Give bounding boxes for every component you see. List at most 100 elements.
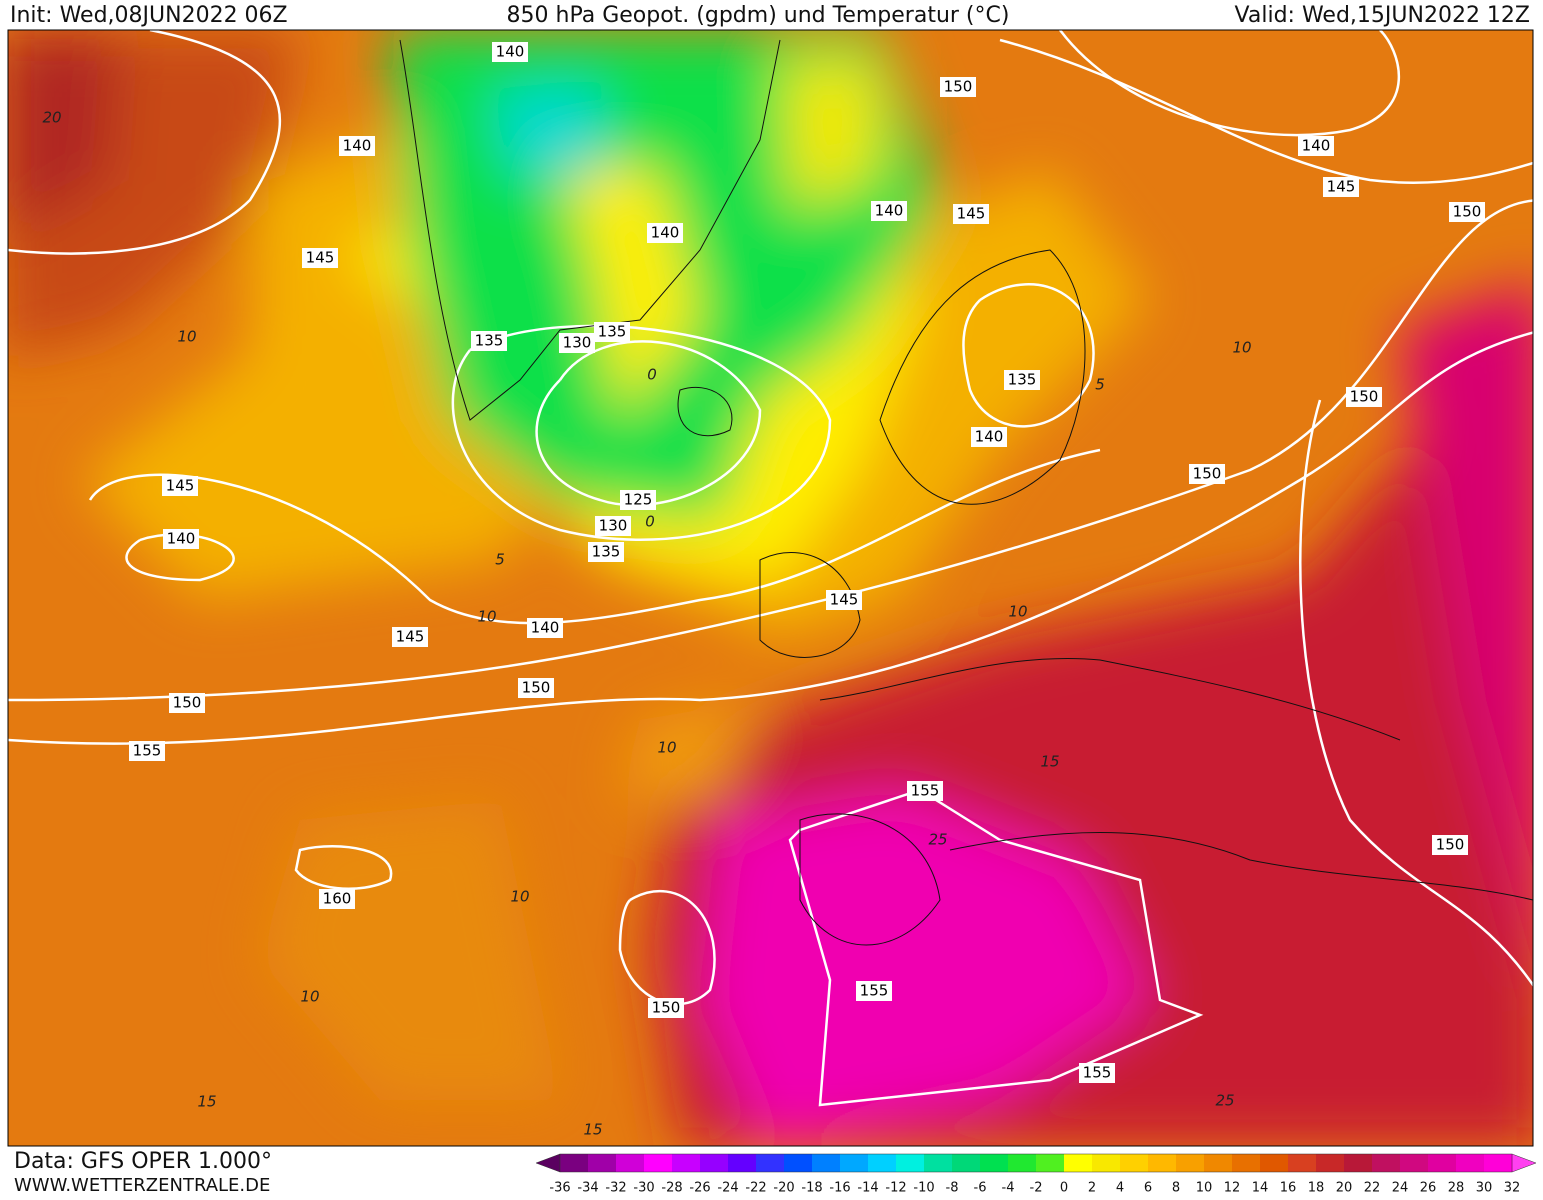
colorbar-tick-label: 26	[1420, 1181, 1437, 1196]
colorbar-tick-label: 8	[1172, 1181, 1180, 1196]
coastlines	[399, 39, 1533, 946]
colorbar-segment	[1428, 1154, 1457, 1172]
geopotential-label-box	[647, 223, 683, 243]
colorbar-segment	[1400, 1154, 1429, 1172]
colorbar-segment	[1204, 1154, 1233, 1172]
colorbar-tick-label: -18	[801, 1181, 822, 1196]
temperature-label: 15	[197, 1093, 216, 1111]
temperature-label: 20	[42, 109, 61, 127]
colorbar-tick-label: -12	[885, 1181, 906, 1196]
geopotential-label-box	[940, 77, 976, 97]
geopotential-label-box	[129, 741, 165, 761]
geopotential-label: 150	[1350, 388, 1379, 406]
geopotential-label-box	[648, 998, 684, 1018]
geopotential-label: 150	[522, 679, 551, 697]
colorbar-tick-label: -22	[745, 1181, 766, 1196]
temperature-label: 15	[583, 1121, 602, 1139]
geopotential-label: 145	[830, 591, 859, 609]
map-frame	[7, 29, 1534, 1147]
geopotential-label: 145	[1327, 178, 1356, 196]
colorbar-tick-label: 20	[1336, 1181, 1353, 1196]
colorbar-tick-label: -30	[633, 1181, 654, 1196]
colorbar-tick-label: 22	[1364, 1181, 1381, 1196]
colorbar-segment	[868, 1154, 897, 1172]
geopotential-label-box	[1449, 202, 1485, 222]
colorbar-tick-label: -20	[773, 1181, 794, 1196]
temperature-label: 5	[495, 551, 505, 569]
temperature-label: 10	[657, 739, 676, 757]
geopotential-label-box	[826, 590, 862, 610]
geopotential-label-box	[163, 529, 199, 549]
colorbar-segment	[1316, 1154, 1345, 1172]
colorbar-segment	[980, 1154, 1009, 1172]
colorbar-tick-label: -4	[1002, 1181, 1015, 1196]
colorbar-segment	[1092, 1154, 1121, 1172]
geopotential-label-box	[169, 693, 205, 713]
colorbar-segment	[924, 1154, 953, 1172]
colorbar-arrow-right	[1511, 1153, 1537, 1173]
geopotential-label: 145	[166, 477, 195, 495]
colorbar-tick-label: 0	[1060, 1181, 1068, 1196]
geopotential-label-box	[302, 248, 338, 268]
geopotential-label-box	[594, 322, 630, 342]
colorbar-tick-label: 16	[1280, 1181, 1297, 1196]
geopotential-label: 150	[1436, 836, 1465, 854]
colorbar-tick-label: -2	[1030, 1181, 1043, 1196]
temperature-label: 10	[1008, 603, 1027, 621]
geopotential-label: 130	[563, 334, 592, 352]
colorbar-arrow-left	[535, 1153, 561, 1173]
colorbar-segment	[700, 1154, 729, 1172]
temperature-label: 0	[645, 513, 655, 531]
geopotential-label: 130	[599, 517, 628, 535]
geopotential-label: 150	[944, 78, 973, 96]
geopotential-label: 155	[133, 742, 162, 760]
geopotential-label: 145	[957, 205, 986, 223]
geopotential-label-box	[595, 516, 631, 536]
geopotential-label-box	[1079, 1063, 1115, 1083]
colorbar-segment	[1064, 1154, 1093, 1172]
geopotential-label: 140	[975, 428, 1004, 446]
website: WWW.WETTERZENTRALE.DE	[14, 1175, 270, 1196]
colorbar-segment	[560, 1154, 589, 1172]
colorbar-tick-label: -10	[913, 1181, 934, 1196]
colorbar-tick-label: 12	[1224, 1181, 1241, 1196]
colorbar-segment	[1148, 1154, 1177, 1172]
temperature-label: 10	[177, 328, 196, 346]
temperature-label: 5	[1095, 376, 1105, 394]
colorbar-segment	[756, 1154, 785, 1172]
geopotential-label-box	[620, 490, 656, 510]
colorbar-tick-label: 14	[1252, 1181, 1269, 1196]
geopotential-label-box	[471, 331, 507, 351]
colorbar-tick-label: -8	[946, 1181, 959, 1196]
geopotential-label-box	[339, 136, 375, 156]
geopotential-label-box	[1189, 464, 1225, 484]
geopotential-label: 155	[911, 782, 940, 800]
colorbar-segment	[812, 1154, 841, 1172]
geopotential-contours	[8, 30, 1533, 1107]
colorbar-tick-label: -24	[717, 1181, 738, 1196]
colorbar-tick-label: 30	[1476, 1181, 1493, 1196]
init-time: Init: Wed,08JUN2022 06Z	[10, 3, 288, 28]
geopotential-label-box	[1004, 370, 1040, 390]
colorbar-tick-label: -34	[577, 1181, 598, 1196]
geopotential-label-box	[588, 542, 624, 562]
geopotential-label-box	[392, 627, 428, 647]
geopotential-label: 140	[651, 224, 680, 242]
colorbar-tick-label: 32	[1504, 1181, 1521, 1196]
temperature-label: 0	[647, 366, 657, 384]
temperature-label: 10	[300, 988, 319, 1006]
colorbar-segment	[1484, 1154, 1513, 1172]
geopotential-label-box	[492, 42, 528, 62]
geopotential-label-box	[319, 889, 355, 909]
temperature-field	[8, 30, 1533, 1146]
geopotential-label-box	[953, 204, 989, 224]
colorbar-tick-label: -26	[689, 1181, 710, 1196]
geopotential-label: 135	[598, 323, 627, 341]
colorbar-segment	[1288, 1154, 1317, 1172]
colorbar-segment	[840, 1154, 869, 1172]
colorbar-segment	[1344, 1154, 1373, 1172]
colorbar-segment	[616, 1154, 645, 1172]
geopotential-label: 125	[624, 491, 653, 509]
colorbar-tick-label: -6	[974, 1181, 987, 1196]
geopotential-label: 150	[173, 694, 202, 712]
